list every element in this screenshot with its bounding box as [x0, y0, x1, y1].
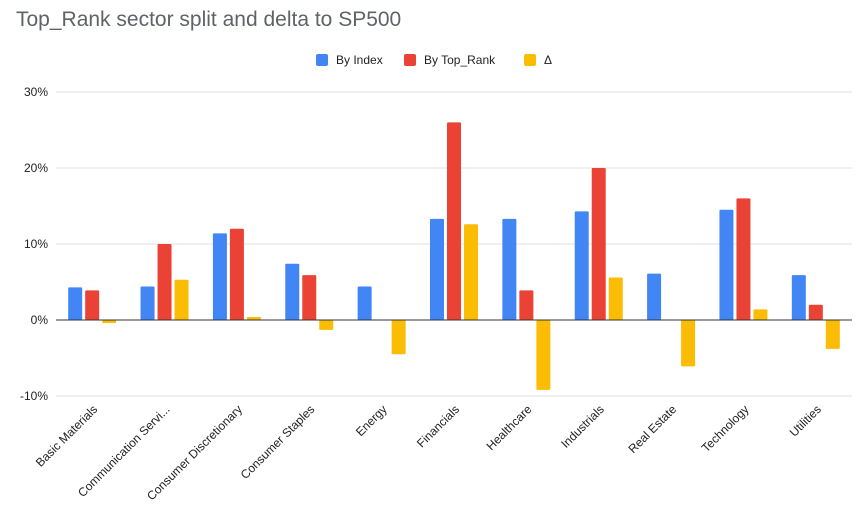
y-tick-label: 30%	[24, 85, 48, 99]
bar-by-index-8	[647, 273, 662, 320]
bar---6	[536, 320, 551, 390]
bar---3	[319, 320, 334, 330]
bar-by-index-5	[430, 218, 444, 320]
y-axis-ticks: 30% 20% 10% 0% -10%	[20, 85, 48, 403]
x-category-label: Technology	[699, 402, 752, 455]
bar-by-top-rank-3	[302, 275, 317, 320]
bar---7	[608, 277, 623, 320]
x-category-label: Financials	[414, 402, 462, 450]
legend: By Index By Top_Rank Δ	[316, 53, 552, 67]
bar-by-index-6	[502, 218, 517, 320]
bar---10	[825, 320, 840, 349]
legend-label: By Index	[336, 53, 383, 67]
legend-swatch	[404, 54, 416, 66]
legend-label: Δ	[544, 53, 552, 67]
bar---2	[246, 316, 261, 320]
legend-swatch	[524, 54, 536, 66]
bar-by-top-rank-7	[591, 168, 606, 320]
bar-by-top-rank-5	[447, 122, 461, 321]
bar---5	[464, 224, 478, 320]
bar-by-top-rank-0	[85, 290, 100, 320]
bar-by-index-1	[140, 286, 155, 320]
bar-by-top-rank-10	[808, 304, 823, 320]
bar---4	[391, 320, 406, 355]
x-category-label: Basic Materials	[33, 402, 100, 469]
legend-label: By Top_Rank	[424, 53, 496, 67]
bar-by-index-3	[285, 263, 300, 320]
bar-by-top-rank-9	[736, 198, 751, 320]
chart-title: Top_Rank sector split and delta to SP500	[16, 8, 402, 31]
bar---1	[174, 279, 189, 320]
bar-by-index-4	[357, 286, 372, 320]
bar-by-top-rank-2	[229, 228, 244, 320]
bars	[68, 122, 840, 390]
x-category-label: Energy	[353, 402, 390, 439]
x-category-label: Healthcare	[484, 402, 535, 453]
bar-by-index-2	[212, 233, 227, 320]
bar-by-index-7	[574, 211, 589, 320]
x-category-label: Industrials	[558, 402, 607, 451]
bar-by-top-rank-1	[157, 244, 172, 320]
x-category-label: Consumer Staples	[238, 402, 318, 482]
x-category-label: Utilities	[787, 402, 824, 439]
bar---9	[753, 309, 768, 320]
bar-by-index-0	[68, 287, 83, 320]
x-category-label: Real Estate	[625, 402, 679, 456]
bar-by-index-10	[791, 275, 806, 320]
y-tick-label: -10%	[20, 389, 48, 403]
bar---8	[681, 320, 696, 367]
y-tick-label: 20%	[24, 161, 48, 175]
bar---0	[102, 320, 117, 324]
y-tick-label: 10%	[24, 237, 48, 251]
bar-by-top-rank-6	[519, 290, 534, 320]
bar-by-index-9	[719, 209, 734, 320]
y-tick-label: 0%	[31, 313, 49, 327]
legend-swatch	[316, 54, 328, 66]
